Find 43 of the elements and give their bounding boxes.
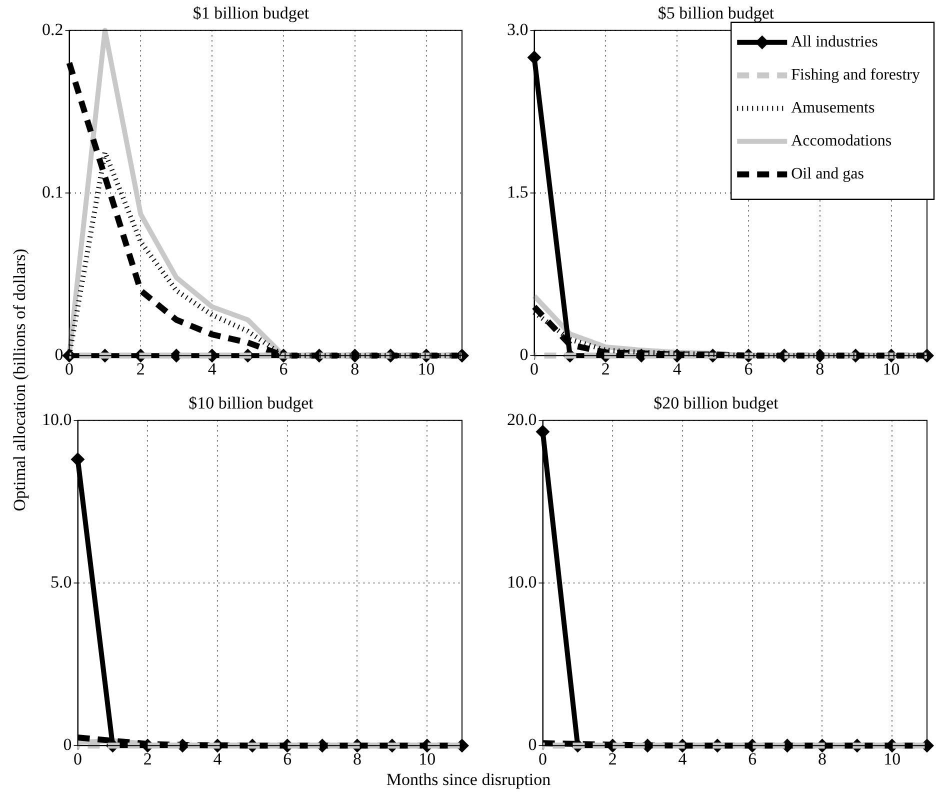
legend-label: All industries — [791, 34, 878, 51]
x-tick-label: 4 — [672, 359, 682, 378]
x-tick-label: 2 — [608, 749, 617, 768]
y-tick-label: 0.1 — [42, 182, 64, 202]
x-tick-label: 6 — [744, 359, 753, 378]
x-axis-title: Months since disruption — [385, 770, 552, 790]
x-tick-label: 2 — [601, 359, 610, 378]
y-tick-label: 5.0 — [50, 572, 72, 592]
x-tick-label: 10 — [884, 749, 901, 768]
y-tick-label: 10.0 — [507, 572, 537, 592]
chart-title: $5 billion budget — [658, 4, 774, 23]
y-tick-label: 0 — [54, 345, 64, 364]
x-tick-label: 10 — [418, 359, 435, 378]
y-tick-label: 1.5 — [507, 182, 528, 202]
x-tick-label: 8 — [816, 359, 824, 378]
chart-title: $20 billion budget — [654, 394, 779, 413]
y-axis-title: Optimal allocation (billions of dollars) — [10, 248, 30, 514]
chart-title: $1 billion budget — [192, 4, 310, 23]
x-tick-label: 4 — [208, 359, 217, 378]
x-tick-label: 6 — [748, 749, 757, 768]
y-tick-label: 20.0 — [507, 410, 537, 429]
y-tick-label: 3.0 — [507, 20, 528, 39]
x-tick-label: 10 — [882, 359, 900, 378]
y-tick-label: 0 — [528, 735, 537, 754]
x-tick-label: 4 — [678, 749, 688, 768]
x-tick-label: 2 — [136, 359, 145, 378]
legend-label: Amusements — [791, 100, 875, 117]
x-tick-label: 4 — [213, 749, 222, 768]
x-tick-label: 10 — [418, 749, 436, 768]
x-tick-label: 8 — [350, 359, 360, 378]
x-tick-label: 6 — [279, 359, 288, 378]
x-tick-label: 8 — [818, 749, 826, 768]
chart-title: $10 billion budget — [188, 394, 314, 413]
legend-label: Accomodations — [791, 132, 892, 150]
x-tick-label: 6 — [283, 749, 292, 768]
legend-label: Oil and gas — [791, 166, 864, 183]
y-tick-label: 0.2 — [42, 20, 64, 39]
y-tick-label: 0 — [63, 735, 72, 754]
legend-label: Fishing and forestry — [791, 66, 920, 84]
x-tick-label: 2 — [143, 749, 152, 768]
x-tick-label: 8 — [352, 749, 362, 768]
y-tick-label: 0 — [520, 345, 528, 364]
y-tick-label: 10.0 — [42, 410, 72, 429]
